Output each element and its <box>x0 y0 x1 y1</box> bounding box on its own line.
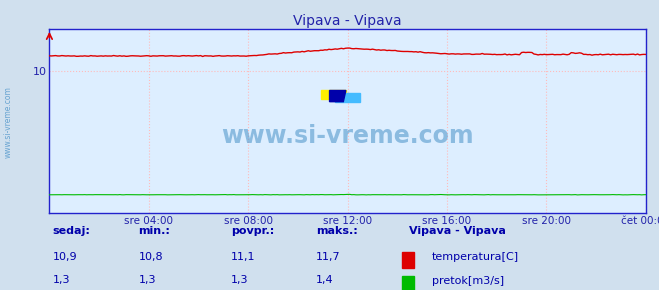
Text: 1,3: 1,3 <box>231 276 248 285</box>
Text: temperatura[C]: temperatura[C] <box>432 252 519 262</box>
Text: Vipava - Vipava: Vipava - Vipava <box>409 226 505 236</box>
Polygon shape <box>330 90 346 102</box>
Text: 1,3: 1,3 <box>138 276 156 285</box>
Text: min.:: min.: <box>138 226 170 236</box>
Title: Vipava - Vipava: Vipava - Vipava <box>293 14 402 28</box>
Text: 11,7: 11,7 <box>316 252 341 262</box>
Text: www.si-vreme.com: www.si-vreme.com <box>221 124 474 148</box>
Text: 11,1: 11,1 <box>231 252 255 262</box>
Text: povpr.:: povpr.: <box>231 226 274 236</box>
Text: www.si-vreme.com: www.si-vreme.com <box>3 86 13 158</box>
Text: 10,8: 10,8 <box>138 252 163 262</box>
Text: pretok[m3/s]: pretok[m3/s] <box>432 276 503 285</box>
FancyBboxPatch shape <box>321 90 346 99</box>
Text: 1,3: 1,3 <box>53 276 71 285</box>
Text: maks.:: maks.: <box>316 226 358 236</box>
Text: sedaj:: sedaj: <box>53 226 90 236</box>
Text: 1,4: 1,4 <box>316 276 334 285</box>
Text: 10,9: 10,9 <box>53 252 77 262</box>
FancyBboxPatch shape <box>335 93 360 102</box>
